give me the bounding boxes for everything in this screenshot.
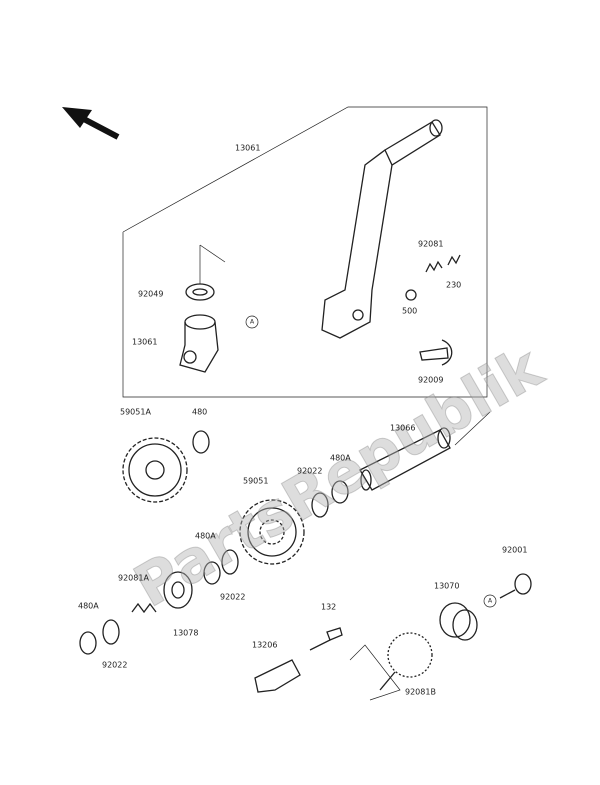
gears	[122, 437, 305, 609]
watermark: PartsRepublik	[123, 332, 555, 620]
holder-parts	[179, 244, 226, 373]
part-label: 500	[402, 307, 417, 316]
part-label: 13061	[132, 338, 157, 347]
callout-circle	[245, 315, 259, 329]
part-label: 92081A	[118, 574, 149, 583]
part-label: 59051	[243, 477, 268, 486]
part-label: 13206	[252, 641, 277, 650]
callout: A	[488, 598, 493, 605]
spring-parts	[405, 254, 461, 366]
part-label: 92081	[418, 240, 443, 249]
part-label: 92022	[102, 661, 127, 670]
part-label: 132	[321, 603, 336, 612]
lower-parts	[254, 573, 532, 701]
part-label: 13061	[235, 144, 260, 153]
part-label: 480A	[78, 602, 99, 611]
shaft	[359, 411, 491, 491]
part-label: 480A	[330, 454, 351, 463]
part-label: 13078	[173, 629, 198, 638]
part-label: 480	[192, 408, 207, 417]
part-label: 13070	[434, 582, 459, 591]
kick-pedal	[321, 119, 443, 339]
part-label: 92049	[138, 290, 163, 299]
part-label: 480A	[195, 532, 216, 541]
part-label: 92022	[297, 467, 322, 476]
callout: A	[250, 319, 255, 326]
part-label: 92001	[502, 546, 527, 555]
assembly-frame	[122, 106, 488, 398]
part-label: 92022	[220, 593, 245, 602]
part-label: 92081B	[405, 688, 436, 697]
washers	[79, 430, 349, 655]
part-label: 92009	[418, 376, 443, 385]
part-label: 59051A	[120, 408, 151, 417]
callout-circle	[483, 594, 497, 608]
part-label: 230	[446, 281, 461, 290]
part-label: 13066	[390, 424, 415, 433]
direction-arrow	[62, 107, 120, 140]
